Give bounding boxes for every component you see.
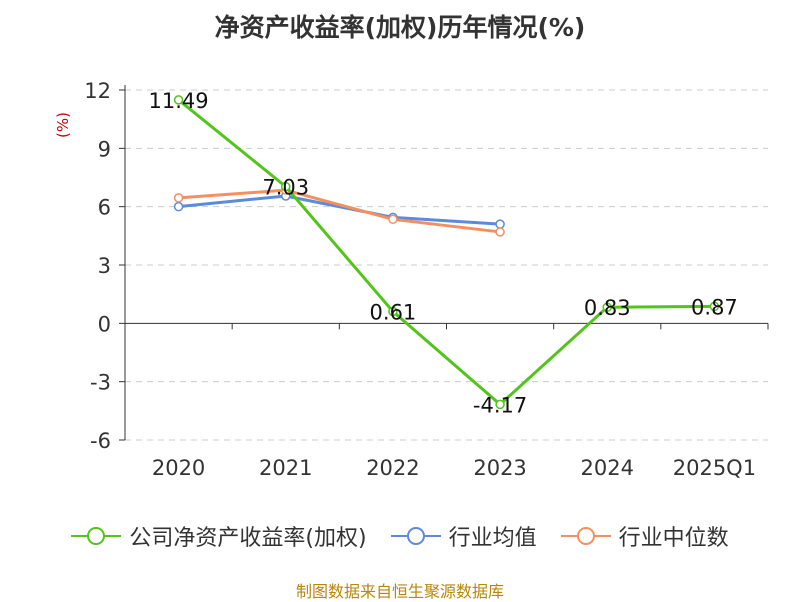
data-label: 0.83 bbox=[584, 296, 631, 320]
y-tick-label: 3 bbox=[98, 254, 111, 278]
data-labels: 11.49 7.03 0.61 -4.17 0.83 0.87 bbox=[149, 89, 738, 417]
x-tick-label: 2024 bbox=[581, 456, 634, 480]
legend-label-company: 公司净资产收益率(加权) bbox=[129, 526, 367, 551]
grid-lines bbox=[125, 89, 768, 441]
data-label: 0.87 bbox=[691, 295, 738, 319]
y-tick-label: 12 bbox=[84, 79, 111, 103]
data-point bbox=[173, 95, 184, 105]
x-tick-label: 2021 bbox=[259, 456, 312, 480]
data-point bbox=[495, 219, 505, 229]
series-line bbox=[178, 194, 501, 226]
x-tick-label: 2023 bbox=[473, 456, 526, 480]
legend-item-industry-mean[interactable]: 行业均值 bbox=[390, 520, 537, 552]
data-point bbox=[388, 306, 398, 317]
data-point bbox=[495, 227, 505, 237]
data-label: 0.61 bbox=[370, 300, 417, 324]
data-point bbox=[602, 302, 612, 312]
y-axis-label: (%) bbox=[54, 112, 72, 138]
x-tick-label: 2020 bbox=[152, 456, 205, 480]
data-point bbox=[173, 201, 184, 212]
data-point bbox=[173, 193, 184, 203]
y-tick-label: -3 bbox=[90, 371, 111, 395]
data-label: -4.17 bbox=[473, 393, 527, 417]
x-tick-label: 2022 bbox=[366, 456, 419, 480]
data-label: 7.03 bbox=[262, 176, 309, 200]
legend-item-company[interactable]: 公司净资产收益率(加权) bbox=[71, 520, 367, 552]
legend-item-industry-median[interactable]: 行业中位数 bbox=[560, 520, 729, 552]
y-tick-label: 0 bbox=[98, 312, 111, 336]
data-point bbox=[388, 214, 398, 225]
source-note: 制图数据来自恒生聚源数据库 bbox=[295, 582, 504, 601]
y-tick-label: 9 bbox=[98, 137, 111, 161]
legend-label-industry-mean: 行业均值 bbox=[448, 526, 537, 551]
legend-marker-industry-mean bbox=[390, 527, 441, 545]
legend-marker-company bbox=[71, 527, 122, 545]
y-tick-label: 6 bbox=[98, 196, 111, 220]
data-label: 11.49 bbox=[149, 89, 209, 113]
axes: 12 9 6 3 0 -3 -6 2020 2021 2022 2023 2024 2025Q1 (%) bbox=[54, 79, 769, 480]
y-tick-label: -6 bbox=[90, 429, 111, 453]
data-point bbox=[709, 301, 720, 312]
data-point bbox=[495, 399, 505, 410]
data-point bbox=[281, 181, 291, 192]
legend-marker-industry-median bbox=[560, 527, 611, 545]
chart-title: 净资产收益率(加权)历年情况(%) bbox=[214, 13, 586, 42]
series-line bbox=[177, 98, 715, 406]
series-lines bbox=[173, 95, 720, 410]
x-tick-label: 2025Q1 bbox=[673, 456, 756, 480]
legend-label-industry-median: 行业中位数 bbox=[618, 526, 729, 551]
series-line bbox=[178, 188, 501, 234]
legend: 公司净资产收益率(加权) 行业均值 行业中位数 bbox=[0, 520, 800, 552]
